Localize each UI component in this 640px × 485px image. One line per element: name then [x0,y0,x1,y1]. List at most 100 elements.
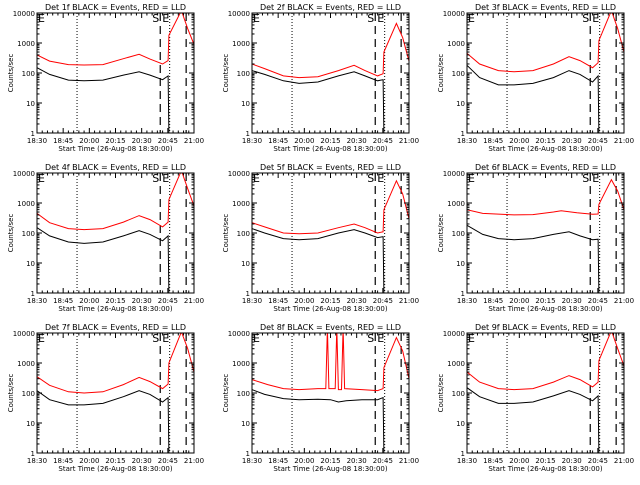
x-tick-label: 18:30 [242,457,262,465]
x-axis-label: Start Time (26-Aug-08 18:30:00) [58,465,172,473]
y-tick-label: 10 [241,100,250,108]
x-tick-label: 18:45 [53,137,73,145]
x-tick-label: 20:00 [294,457,314,465]
y-tick-label: 1 [461,130,465,138]
series-line-events [252,389,385,453]
event-marker-left: E [468,172,475,185]
y-tick-label: 1 [461,450,465,458]
x-tick-label: 20:00 [509,297,529,305]
event-marker-right: E [377,12,384,25]
y-tick-label: 10000 [13,10,35,18]
axes-frame [251,172,410,294]
x-tick-label: 20:45 [158,457,178,465]
x-tick-label: 18:45 [483,137,503,145]
axes-frame [466,12,625,134]
x-tick-label: 21:00 [184,137,204,145]
x-tick-label: 18:30 [27,457,47,465]
event-marker-middle: S [152,172,159,185]
event-marker-right: E [162,12,169,25]
series-line-events [252,70,385,133]
event-marker-left: E [253,172,260,185]
panel-3: Det 3f BLACK = Events, RED = LLD 1 10 100 10… [437,3,634,153]
axes-frame [466,172,625,294]
event-marker-left: E [38,332,45,345]
panel-6: Det 6f BLACK = Events, RED = LLD 1 10 100 10… [437,163,634,313]
y-tick-label: 10000 [228,330,250,338]
series-line-lld [37,333,194,394]
x-tick-label: 18:45 [268,297,288,305]
x-tick-label: 20:00 [509,137,529,145]
x-tick-label: 18:30 [457,297,477,305]
x-tick-label: 18:45 [268,137,288,145]
y-tick-label: 100 [452,390,465,398]
x-axis-label: Start Time (26-Aug-08 18:30:00) [488,305,602,313]
x-tick-label: 20:45 [588,457,608,465]
x-tick-label: 20:15 [105,297,125,305]
panel-9: Det 9f BLACK = Events, RED = LLD 1 10 100 10… [437,323,634,473]
panel-title: Det 6f BLACK = Events, RED = LLD [475,163,616,172]
axes-frame [36,12,195,134]
x-tick-label: 20:15 [105,457,125,465]
series-line-lld [252,179,409,235]
event-marker-left: E [253,12,260,25]
series-line-events [37,390,170,453]
event-marker-left: E [38,172,45,185]
series-line-lld [252,333,409,392]
x-tick-label: 21:00 [614,297,634,305]
y-tick-label: 10000 [443,330,465,338]
series-line-lld [252,22,409,79]
event-marker-middle: S [152,12,159,25]
y-tick-label: 10000 [13,330,35,338]
x-tick-label: 18:30 [27,297,47,305]
y-tick-label: 1000 [447,40,465,48]
x-tick-label: 18:30 [457,137,477,145]
y-tick-label: 10000 [443,170,465,178]
event-marker-left: E [468,12,475,25]
y-tick-label: 10 [26,420,35,428]
y-axis-label: Counts/sec [7,374,15,413]
panel-5: Det 5f BLACK = Events, RED = LLD 1 10 100 10… [222,163,419,313]
y-axis-label: Counts/sec [437,214,445,253]
event-marker-right: E [162,332,169,345]
y-axis-label: Counts/sec [222,214,230,253]
panel-title: Det 3f BLACK = Events, RED = LLD [475,3,616,12]
event-marker-right: E [377,332,384,345]
x-tick-label: 20:00 [79,297,99,305]
panel-title: Det 2f BLACK = Events, RED = LLD [260,3,401,12]
x-axis-label: Start Time (26-Aug-08 18:30:00) [273,465,387,473]
event-marker-middle: S [582,12,589,25]
x-tick-label: 20:15 [320,297,340,305]
y-tick-label: 1 [31,290,35,298]
x-tick-label: 20:45 [588,137,608,145]
x-tick-label: 21:00 [184,297,204,305]
y-axis-label: Counts/sec [7,214,15,253]
x-tick-label: 21:00 [399,137,419,145]
y-tick-label: 10 [456,100,465,108]
x-tick-label: 20:30 [562,297,582,305]
x-tick-label: 20:15 [105,137,125,145]
y-tick-label: 10 [456,420,465,428]
x-tick-label: 20:45 [158,297,178,305]
event-marker-left: E [253,332,260,345]
y-tick-label: 10 [241,420,250,428]
y-tick-label: 1000 [447,360,465,368]
series-line-events [37,67,170,133]
panel-title: Det 5f BLACK = Events, RED = LLD [260,163,401,172]
event-marker-right: E [592,332,599,345]
panel-1: Det 1f BLACK = Events, RED = LLD 1 10 100 10… [7,3,204,153]
x-tick-label: 18:45 [53,297,73,305]
x-axis-label: Start Time (26-Aug-08 18:30:00) [58,305,172,313]
y-tick-label: 100 [237,70,250,78]
x-tick-label: 20:30 [132,137,152,145]
series-line-lld [37,13,194,66]
y-tick-label: 10 [241,260,250,268]
x-tick-label: 18:45 [268,457,288,465]
y-tick-label: 10 [26,260,35,268]
panel-7: Det 7f BLACK = Events, RED = LLD 1 10 100 10… [7,323,204,473]
event-marker-middle: S [152,332,159,345]
event-marker-right: E [592,12,599,25]
x-tick-label: 20:15 [320,457,340,465]
x-tick-label: 20:30 [347,457,367,465]
series-line-events [467,64,600,133]
